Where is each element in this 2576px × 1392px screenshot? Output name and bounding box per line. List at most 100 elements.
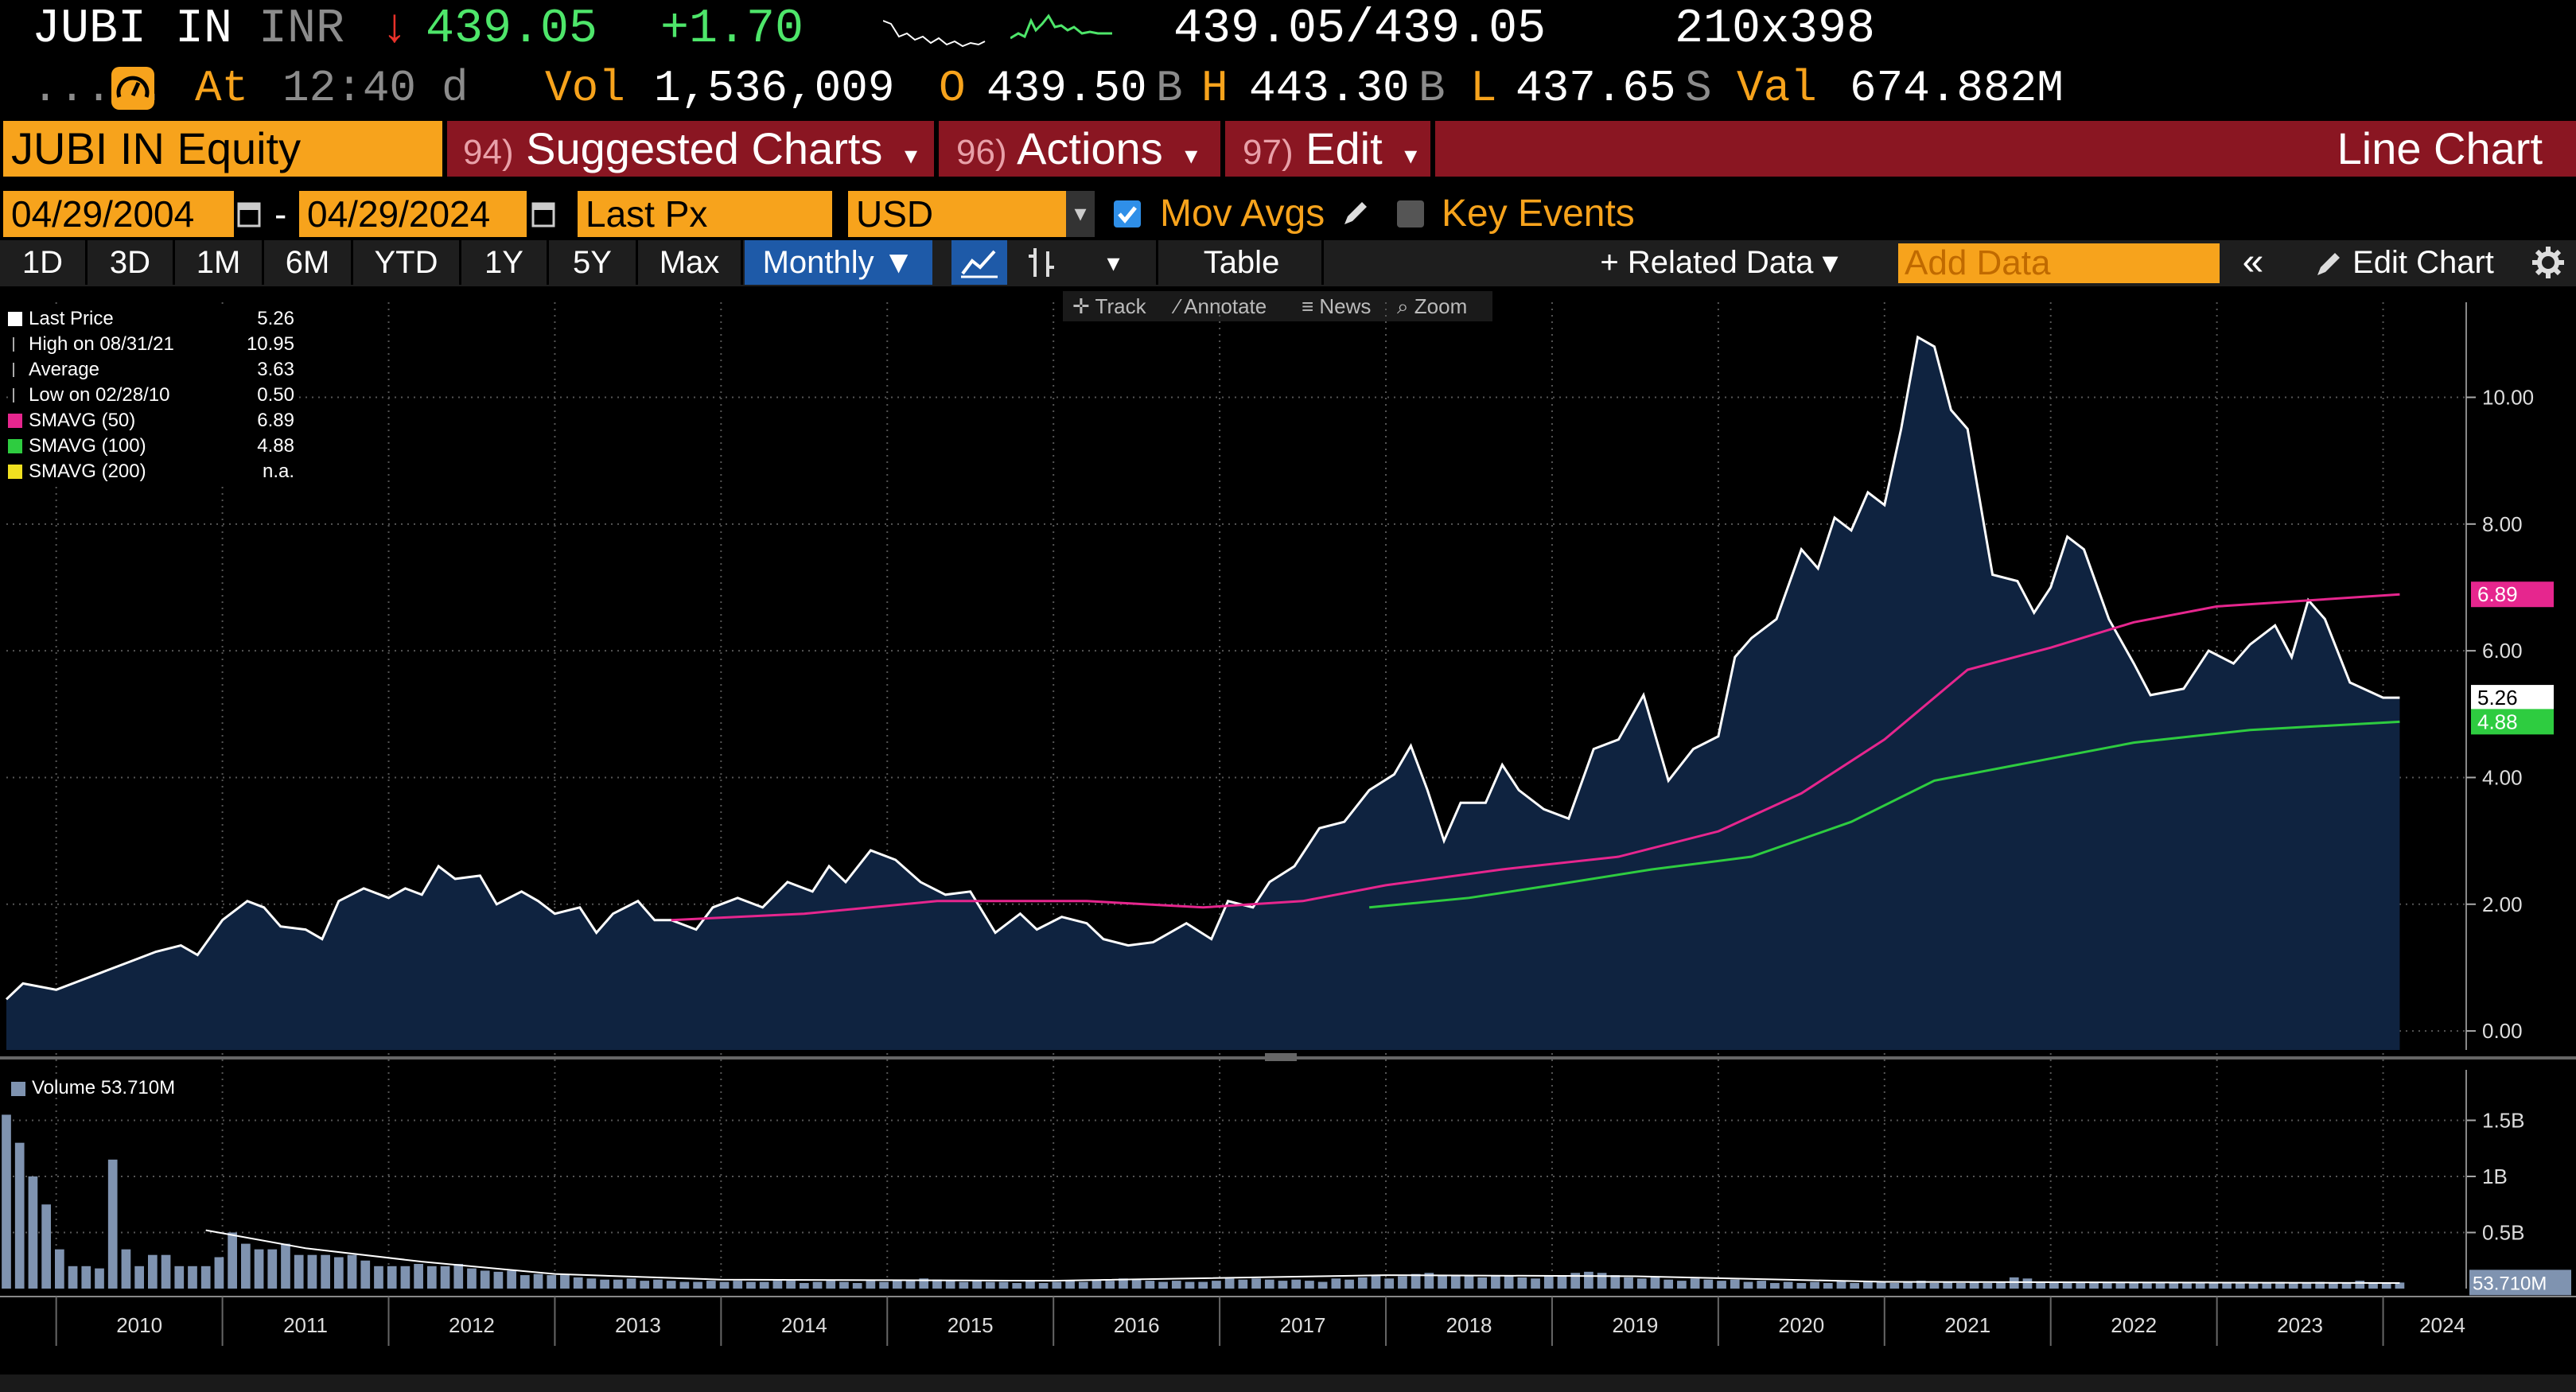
field-selector[interactable]: Last Px bbox=[578, 191, 832, 237]
year-label: 2024 bbox=[2419, 1313, 2465, 1337]
volume-bar bbox=[1477, 1277, 1488, 1289]
volume-bar bbox=[653, 1279, 663, 1289]
quote-details: ..... At 12:40 d Vol 1,536,009 O 439.50 … bbox=[0, 60, 2576, 116]
price-tick-label: 6.00 bbox=[2482, 639, 2523, 663]
sparkline-intraday bbox=[883, 20, 986, 48]
volume-bar bbox=[480, 1270, 490, 1289]
volume-bar bbox=[188, 1266, 197, 1289]
price-area bbox=[6, 336, 2400, 1050]
last-price: 439.05 bbox=[426, 2, 598, 56]
volume-bar bbox=[493, 1271, 504, 1289]
year-label: 2012 bbox=[449, 1313, 495, 1337]
volume-bar bbox=[2076, 1282, 2086, 1289]
volume-bar bbox=[1943, 1281, 1953, 1289]
annotate-tool[interactable]: ⁄ Annotate bbox=[1176, 294, 1267, 318]
volume-bar bbox=[1650, 1277, 1660, 1289]
volume-bar bbox=[1291, 1279, 1302, 1289]
volume-bar bbox=[1903, 1281, 1913, 1289]
actions-menu[interactable]: 96) Actions ▾ bbox=[939, 121, 1220, 177]
price-change: +1.70 bbox=[660, 2, 804, 56]
volume-bar bbox=[294, 1254, 304, 1289]
news-tool[interactable]: ≡ News bbox=[1302, 294, 1372, 318]
legend-label: Average bbox=[29, 359, 99, 380]
volume-bar bbox=[1331, 1278, 1341, 1289]
period-3d[interactable]: 3D bbox=[88, 240, 175, 285]
volume-bar bbox=[812, 1281, 823, 1289]
volume-bar bbox=[2262, 1282, 2272, 1289]
volume-bar bbox=[919, 1278, 929, 1289]
volume-bar bbox=[1131, 1279, 1142, 1289]
price-tick-label: 4.00 bbox=[2482, 765, 2523, 789]
calendar-icon[interactable] bbox=[531, 197, 555, 229]
sma50-end-label: 6.89 bbox=[2477, 582, 2518, 606]
sma100-end-label-bg bbox=[2471, 709, 2554, 735]
price-tick-label: 10.00 bbox=[2482, 385, 2534, 409]
volume-bar bbox=[1996, 1281, 2006, 1289]
collapse-icon[interactable]: « bbox=[2242, 241, 2264, 283]
start-date: 04/29/2004 bbox=[11, 193, 195, 235]
bottom-strip bbox=[0, 1375, 2576, 1392]
volume-bar bbox=[866, 1281, 876, 1289]
ticker: JUBI IN bbox=[32, 2, 233, 56]
volume-bar bbox=[1730, 1279, 1740, 1289]
year-label: 2017 bbox=[1280, 1313, 1326, 1337]
period-1d[interactable]: 1D bbox=[0, 240, 88, 285]
related-data-button[interactable]: + Related Data ▾ bbox=[1600, 245, 1839, 280]
line-chart-icon[interactable] bbox=[951, 240, 1007, 285]
caret-down-icon: ▾ bbox=[1185, 141, 1198, 169]
volume-bar bbox=[1916, 1281, 1926, 1289]
period-ytd[interactable]: YTD bbox=[353, 240, 461, 285]
quote-header: JUBI IN INR ↓ 439.05 +1.70 439.05/439.05… bbox=[0, 2, 2576, 57]
legend-swatch bbox=[13, 363, 22, 377]
security-name[interactable]: JUBI IN Equity bbox=[3, 121, 442, 177]
volume-bar bbox=[1491, 1276, 1500, 1289]
bar-chart-icon[interactable] bbox=[1012, 240, 1071, 285]
volume-bar bbox=[985, 1281, 995, 1289]
menu-label: Edit bbox=[1306, 123, 1383, 173]
edit-menu[interactable]: 97) Edit ▾ bbox=[1225, 121, 1430, 177]
zoom-tool[interactable]: ⌕ Zoom bbox=[1397, 294, 1468, 318]
mov-avgs-checkbox[interactable] bbox=[1114, 200, 1141, 227]
frequency-dropdown[interactable]: Monthly ▼ bbox=[745, 240, 932, 285]
period-max[interactable]: Max bbox=[638, 240, 743, 285]
price-chart[interactable]: 0.002.004.006.008.0010.006.895.264.880.5… bbox=[0, 286, 2576, 1392]
period-1y[interactable]: 1Y bbox=[461, 240, 549, 285]
volume-bar bbox=[2102, 1282, 2112, 1289]
key-events-checkbox[interactable] bbox=[1397, 200, 1424, 227]
volume-bar bbox=[507, 1270, 516, 1289]
time-suffix: d bbox=[442, 63, 469, 114]
gauge-icon[interactable] bbox=[111, 67, 154, 110]
period-6m[interactable]: 6M bbox=[264, 240, 353, 285]
volume-bar bbox=[1212, 1281, 1221, 1289]
track-tool[interactable]: ✛ Track bbox=[1072, 294, 1146, 318]
volume-bar bbox=[2275, 1281, 2285, 1289]
chevron-down-icon[interactable]: ▾ bbox=[1066, 191, 1095, 237]
table-button[interactable]: Table bbox=[1162, 240, 1324, 285]
period-5y[interactable]: 5Y bbox=[549, 240, 638, 285]
low-value: 437.65 bbox=[1516, 63, 1676, 114]
start-date-field[interactable]: 04/29/2004 bbox=[3, 191, 234, 237]
volume-swatch bbox=[11, 1081, 25, 1096]
val-value: 674.882M bbox=[1850, 63, 2064, 114]
volume-bar bbox=[1278, 1281, 1288, 1289]
period-1m[interactable]: 1M bbox=[175, 240, 264, 285]
volume-bar bbox=[626, 1278, 636, 1289]
gear-icon[interactable] bbox=[2520, 240, 2576, 285]
volume-bar bbox=[440, 1266, 450, 1289]
menu-number: 97) bbox=[1243, 133, 1294, 172]
currency-selector[interactable]: USD ▾ bbox=[848, 191, 1095, 237]
chart-style-chevron-icon[interactable]: ▾ bbox=[1071, 240, 1158, 285]
add-data-input[interactable]: Add Data bbox=[1898, 243, 2220, 283]
calendar-icon[interactable] bbox=[237, 197, 261, 229]
pencil-icon[interactable] bbox=[1340, 197, 1372, 229]
edit-chart-button[interactable]: Edit Chart bbox=[2288, 240, 2519, 285]
volume-bar bbox=[28, 1176, 38, 1289]
legend-label: SMAVG (200) bbox=[29, 461, 146, 482]
volume-bar bbox=[1145, 1281, 1155, 1289]
year-label: 2015 bbox=[948, 1313, 994, 1337]
volume-bar bbox=[228, 1232, 237, 1289]
bid-ask-size: 210x398 bbox=[1675, 2, 1876, 56]
suggested-charts-menu[interactable]: 94) Suggested Charts ▾ bbox=[447, 121, 934, 177]
volume-legend-label: Volume 53.710M bbox=[32, 1077, 176, 1098]
end-date-field[interactable]: 04/29/2024 bbox=[299, 191, 527, 237]
